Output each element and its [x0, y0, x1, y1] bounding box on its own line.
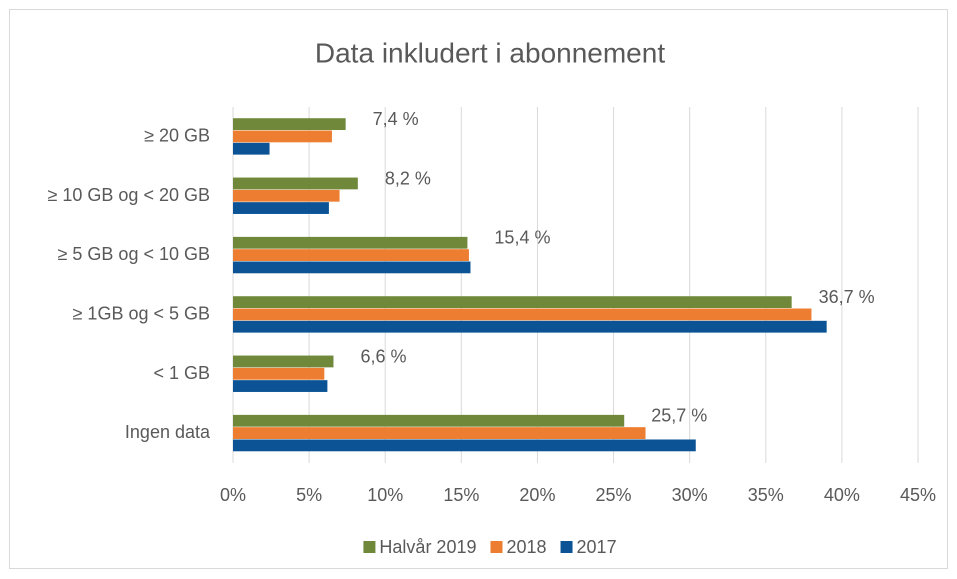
x-tick-label: 5% [296, 485, 322, 505]
bar [233, 414, 625, 427]
legend-label: 2018 [506, 537, 546, 557]
bar [233, 355, 334, 368]
bar [233, 439, 696, 452]
data-label: 8,2 % [385, 168, 431, 188]
chart-border [9, 9, 948, 569]
bar [233, 427, 646, 439]
x-tick-label: 30% [672, 485, 708, 505]
data-label: 7,4 % [373, 109, 419, 129]
y-tick-label: ≥ 10 GB og < 20 GB [48, 185, 210, 205]
x-tick-label: 20% [519, 485, 555, 505]
data-label: 36,7 % [819, 287, 875, 307]
legend-label: Halvår 2019 [379, 537, 476, 557]
x-tick-label: 40% [824, 485, 860, 505]
bar [233, 320, 827, 333]
x-tick-label: 45% [900, 485, 936, 505]
bar [233, 367, 325, 380]
x-tick-label: 25% [596, 485, 632, 505]
bar [233, 296, 792, 309]
x-tick-label: 10% [367, 485, 403, 505]
y-tick-label: Ingen data [125, 422, 211, 442]
legend-swatch [560, 541, 573, 553]
bar [233, 236, 468, 249]
y-tick-label: ≥ 5 GB og < 10 GB [58, 244, 210, 264]
bar [233, 130, 332, 143]
bar [233, 189, 340, 202]
data-label: 15,4 % [494, 228, 550, 248]
y-tick-label: < 1 GB [153, 363, 210, 383]
x-tick-label: 35% [748, 485, 784, 505]
bar [233, 261, 471, 274]
bar [233, 118, 346, 131]
x-tick-label: 0% [220, 485, 246, 505]
x-tick-label: 15% [443, 485, 479, 505]
chart-title: Data inkludert i abonnement [315, 37, 665, 68]
y-tick-label: ≥ 20 GB [144, 125, 210, 145]
bar [233, 177, 358, 190]
bar [233, 308, 812, 321]
bar [233, 202, 329, 214]
legend-label: 2017 [577, 537, 617, 557]
bar [233, 380, 328, 392]
legend-swatch [363, 541, 376, 553]
legend-swatch [490, 541, 503, 553]
data-label: 25,7 % [651, 406, 707, 426]
y-tick-label: ≥ 1GB og < 5 GB [73, 303, 210, 323]
bar [233, 142, 270, 155]
bar [233, 249, 469, 261]
data-label: 6,6 % [360, 346, 406, 366]
